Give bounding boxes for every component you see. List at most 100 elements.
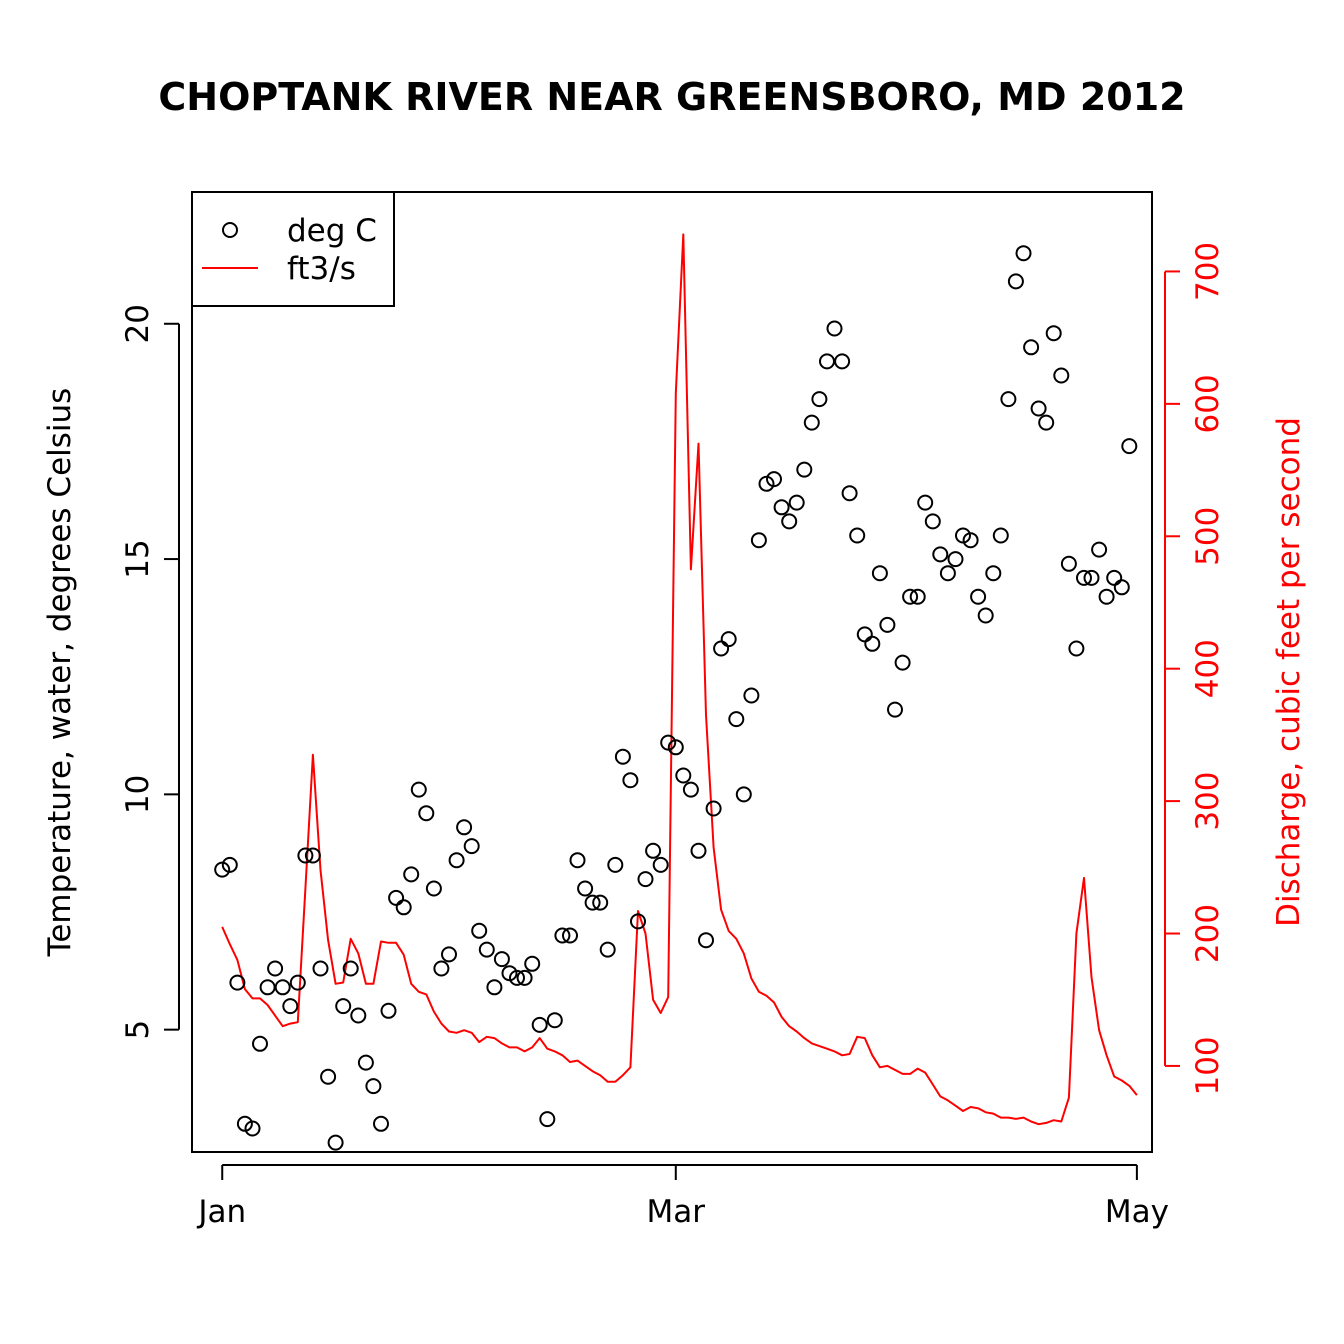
temperature-point [909,588,926,605]
temperature-point [1068,640,1085,657]
temperature-point [395,899,412,916]
temperature-point [1000,391,1017,408]
temperature-point [887,701,903,718]
temperature-point [834,353,851,370]
temperature-point [698,932,714,949]
temperature-point [796,461,813,478]
temperature-point [539,1111,556,1128]
temperature-point [342,960,359,977]
temperature-point [985,565,1002,582]
left-axis-tick-label: 5 [120,1020,156,1040]
left-y-axis: 5 10 15 20 [120,304,180,1040]
x-axis-tick-label: Mar [647,1194,706,1230]
temperature-point [493,951,510,968]
plot-area [214,233,1138,1151]
temperature-point [819,353,835,370]
temperature-point [433,960,450,977]
temperature-point [1060,555,1077,572]
temperature-point [282,998,299,1015]
temperature-point [766,471,782,488]
temperature-point [992,527,1009,544]
temperature-point [788,494,805,511]
temperature-point [977,607,994,624]
temperature-point [289,974,306,991]
temperature-point [750,532,767,549]
temperature-point [728,711,745,728]
right-y-axis-label: Discharge, cubic feet per second [1271,417,1307,927]
temperature-point [894,654,911,671]
x-axis-tick-label: May [1105,1194,1169,1230]
left-axis-tick-label: 20 [120,304,156,343]
temperature-point [463,838,480,855]
temperature-point [373,1115,389,1132]
temperature-point [1098,588,1115,605]
temperature-point [902,588,919,605]
temperature-point [320,1068,337,1085]
discharge-series-line [221,233,1138,1126]
temperature-point [1053,367,1070,384]
right-axis-tick-label: 500 [1190,507,1226,566]
left-y-axis-label: Temperature, water, degrees Celsius [42,388,78,958]
temperature-point [509,969,525,986]
temperature-point [327,1134,344,1151]
temperature-point [614,748,631,765]
temperature-point [743,687,760,704]
temperature-point [486,979,503,996]
temperature-point [252,1035,268,1052]
temperature-point [569,852,586,869]
temperature-point [637,871,654,888]
temperature-point [221,856,238,873]
temperature-point [645,842,662,859]
temperature-point [939,565,956,582]
temperature-point [1015,245,1032,262]
temperature-point [705,800,722,817]
temperature-point [652,856,669,873]
x-axis-tick-label: Jan [196,1194,246,1230]
temperature-point [350,1007,367,1024]
temperature-point [1121,438,1138,455]
temperature-point [1023,339,1040,356]
temperature-point [849,527,866,544]
temperature-point [690,842,707,859]
temperature-point [267,960,284,977]
temperature-point [312,960,329,977]
right-y-axis: 100 200 300 400 500 600 700 [1164,242,1226,1096]
temperature-point [682,781,699,798]
temperature-point [1038,414,1055,431]
temperature-point [970,588,987,605]
temperature-point [599,941,616,958]
temperature-point [478,941,495,958]
temperature-point [577,880,594,897]
legend-label-temperature: deg C [287,213,377,249]
temperature-point [524,955,541,972]
temperature-point [380,1002,397,1019]
right-axis-tick-label: 200 [1190,904,1226,963]
temperature-point [554,927,571,944]
right-axis-tick-label: 300 [1190,772,1226,831]
plot-frame [191,191,1153,1153]
temperature-point [1083,569,1100,586]
temperature-point [630,913,646,930]
temperature-point [1007,273,1024,290]
temperature-point [403,866,420,883]
temperature-point [531,1016,548,1033]
right-axis-tick-label: 400 [1190,639,1226,698]
temperature-point [546,1012,563,1029]
temperature-point [471,922,488,939]
temperature-point [297,847,314,864]
temperature-point [864,635,881,652]
temperature-point [448,852,465,869]
right-axis-tick-label: 700 [1190,242,1226,301]
temperature-point [826,320,843,337]
temperature-point [773,499,790,516]
temperature-point [871,565,888,582]
temperature-point [244,1120,261,1137]
temperature-point [1076,569,1092,586]
temperature-point [304,847,321,864]
temperature-point [781,513,798,530]
x-axis: Jan Mar May [196,1164,1169,1230]
temperature-point [365,1078,382,1095]
legend-box [191,191,395,307]
temperature-point [607,856,624,873]
